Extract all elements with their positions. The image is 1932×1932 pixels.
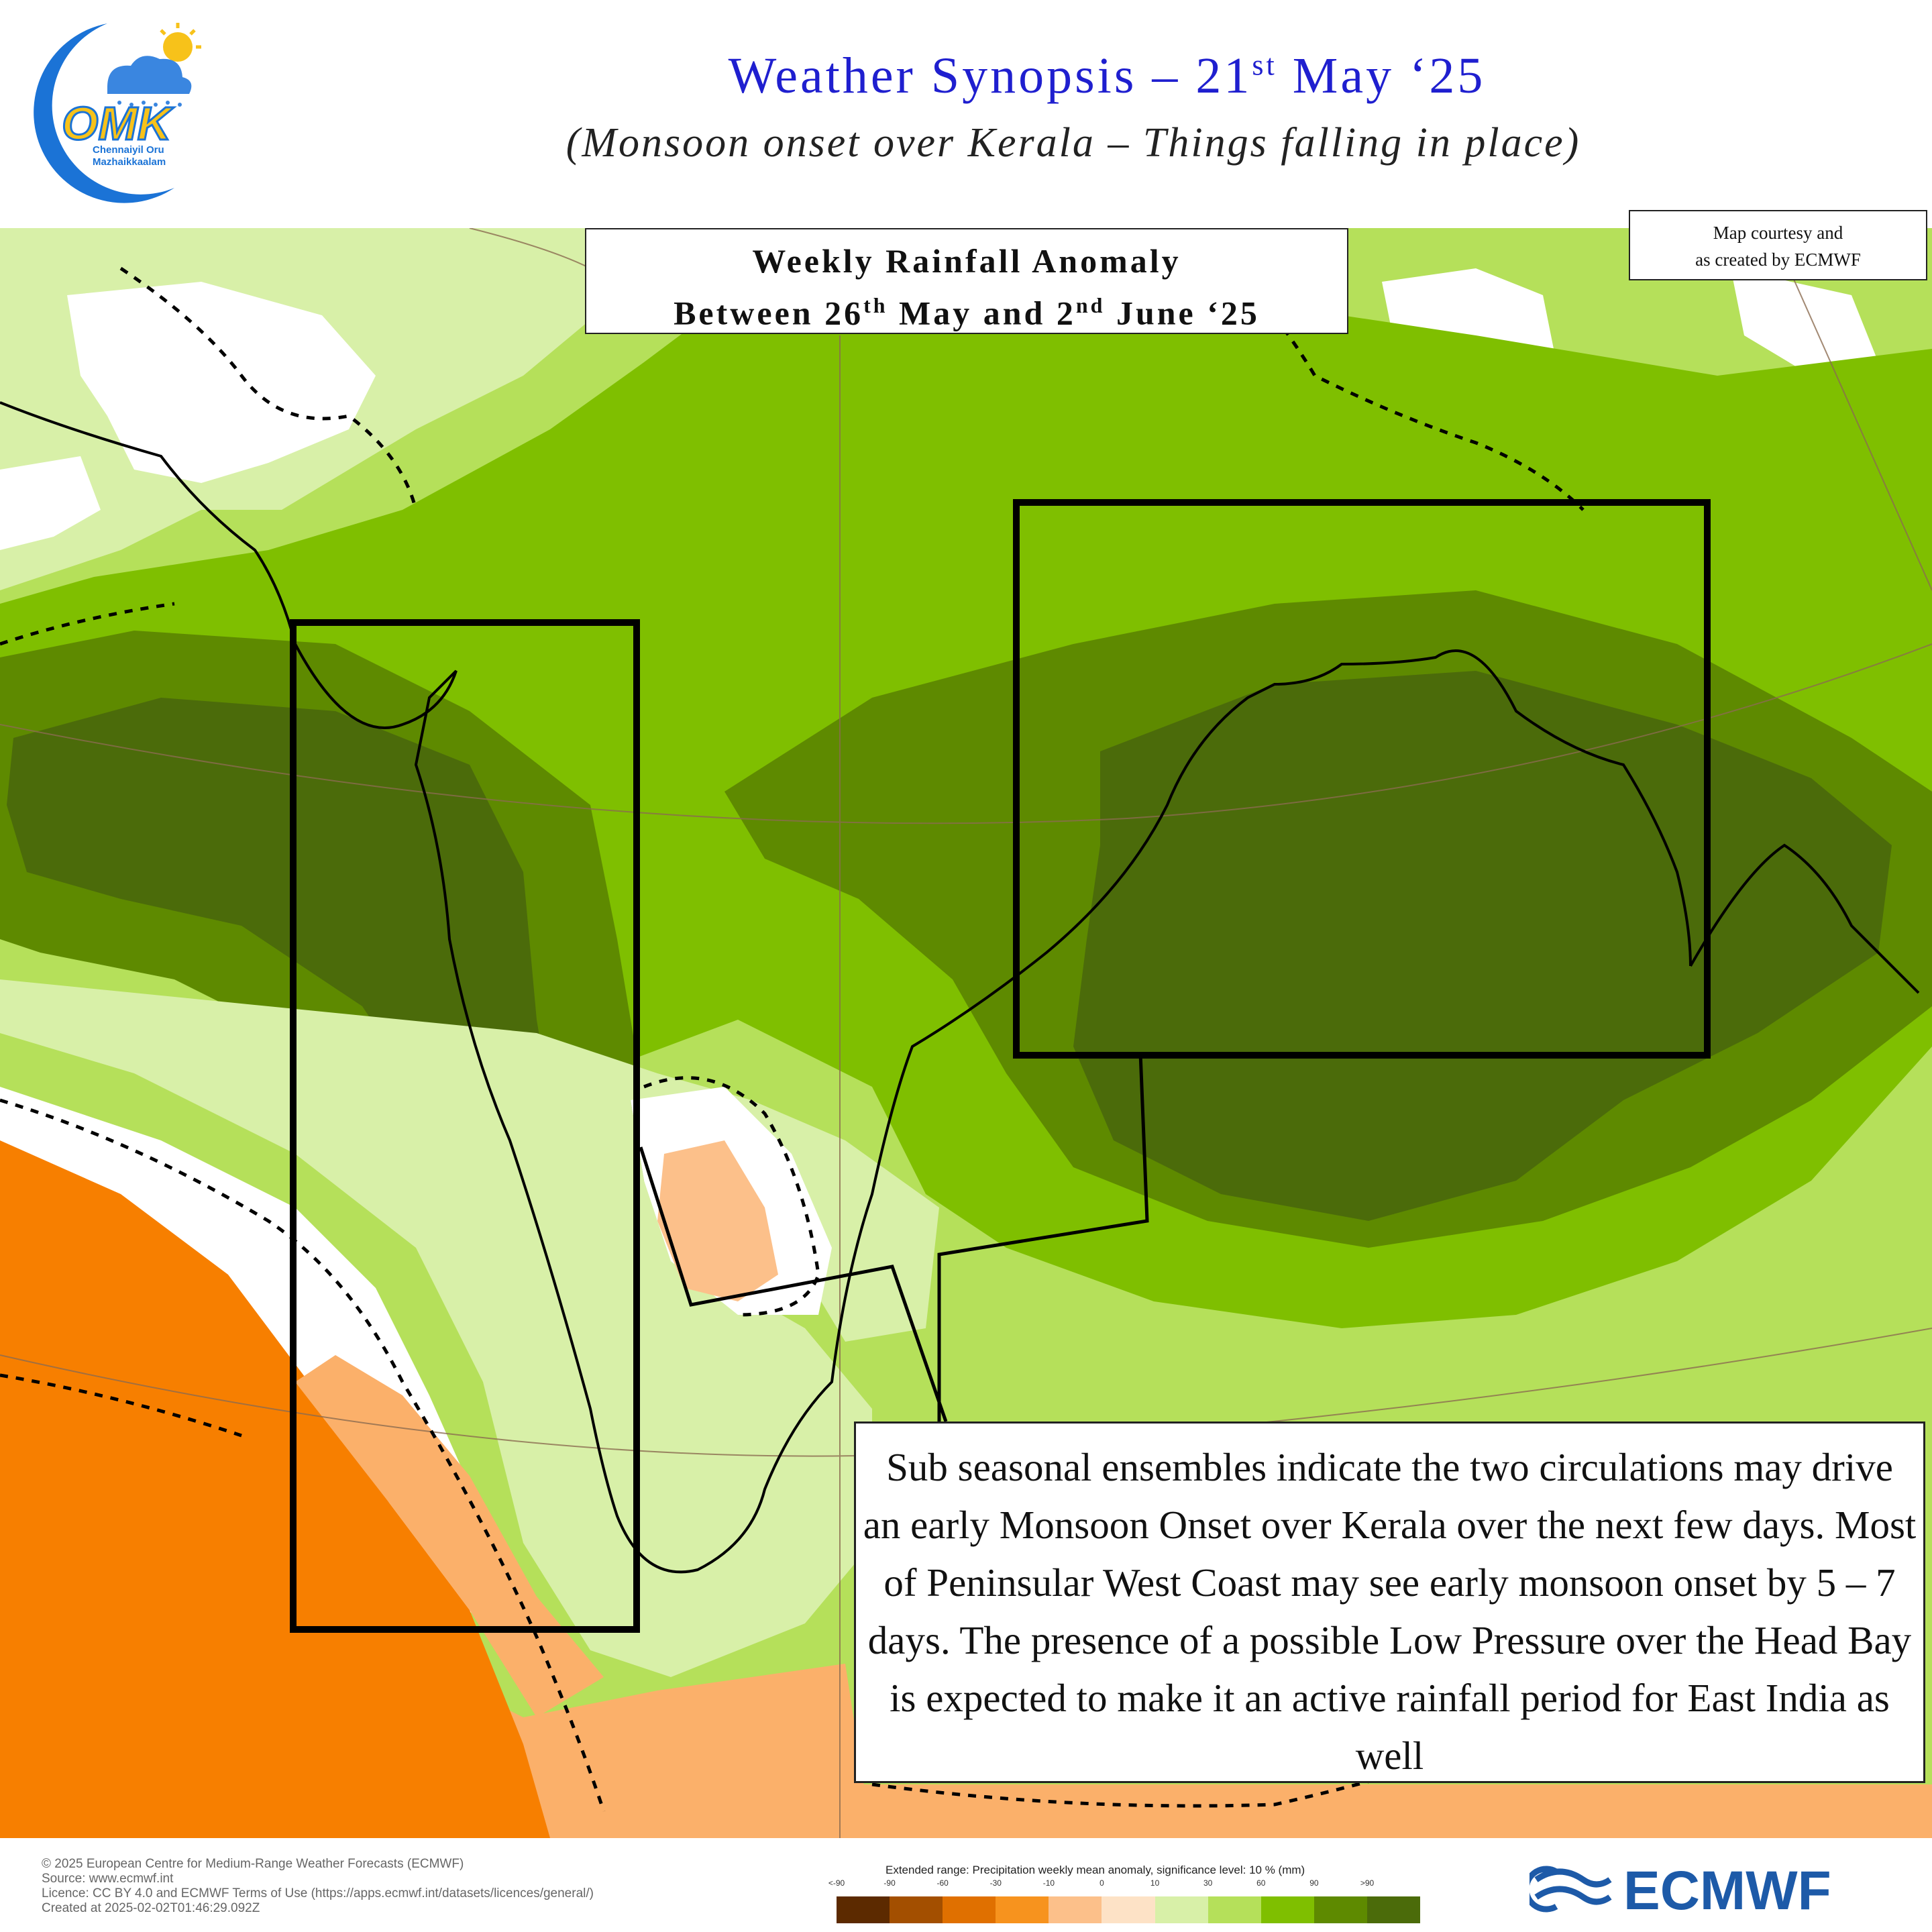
legend-color-swatch bbox=[996, 1896, 1049, 1923]
legend-tick-label: >90 bbox=[1360, 1878, 1375, 1888]
svg-text:Mazhaikkaalam: Mazhaikkaalam bbox=[93, 156, 166, 168]
legend-title: Extended range: Precipitation weekly mea… bbox=[885, 1864, 1305, 1876]
legend-color-swatch bbox=[1049, 1896, 1102, 1923]
anomaly-orange-southwest bbox=[0, 1140, 550, 1838]
cloud-icon bbox=[107, 56, 192, 94]
footer-credits: © 2025 European Centre for Medium-Range … bbox=[42, 1857, 594, 1915]
legend-ticks: <-90 -90 -60 -30 -10 0 10 30 60 90 >90 bbox=[828, 1878, 1429, 1892]
svg-text:OMK: OMK bbox=[62, 97, 174, 150]
legend-color-swatch bbox=[1260, 1896, 1314, 1923]
legend-color-swatch bbox=[1366, 1896, 1421, 1923]
legend-color-swatch bbox=[1313, 1896, 1367, 1923]
sun-icon bbox=[163, 32, 193, 62]
anomaly-peach-island bbox=[657, 1140, 778, 1301]
ecmwf-logo: ECMWF bbox=[1529, 1860, 1831, 1919]
page-title: Weather Synopsis – 21st May ‘25 bbox=[728, 48, 1486, 104]
omk-logo: OMK Chennaiyil Oru Mazhaikkaalam bbox=[34, 23, 201, 203]
legend-color-swatch bbox=[1102, 1896, 1155, 1923]
legend-tick-label: <-90 bbox=[828, 1878, 845, 1888]
footer: © 2025 European Centre for Medium-Range … bbox=[0, 1838, 1932, 1932]
legend-tick-label: 30 bbox=[1203, 1878, 1213, 1888]
anomaly-map-title: Weekly Rainfall Anomaly Between 26th May… bbox=[585, 228, 1348, 334]
anomaly-white-north bbox=[67, 282, 376, 483]
legend-color-swatch bbox=[890, 1896, 943, 1923]
legend-tick-label: -90 bbox=[883, 1878, 896, 1888]
bay-of-bengal-highlight-box bbox=[1013, 499, 1711, 1059]
page-subtitle: (Monsoon onset over Kerala – Things fall… bbox=[566, 120, 1581, 166]
legend-tick-label: 60 bbox=[1256, 1878, 1266, 1888]
legend-tick-label: -10 bbox=[1042, 1878, 1055, 1888]
ecmwf-wave-icon bbox=[1529, 1866, 1612, 1913]
legend-color-swatch bbox=[1155, 1896, 1208, 1923]
coastlines bbox=[0, 401, 1920, 1574]
legend-color-swatch bbox=[943, 1896, 996, 1923]
svg-text:Chennaiyil Oru: Chennaiyil Oru bbox=[93, 144, 164, 156]
anomaly-pale-green-south bbox=[0, 979, 939, 1677]
svg-text:ECMWF: ECMWF bbox=[1623, 1860, 1831, 1919]
callout-pointer bbox=[639, 1053, 1149, 1422]
legend-tick-label: 0 bbox=[1099, 1878, 1104, 1888]
legend-tick-label: -60 bbox=[936, 1878, 949, 1888]
kerala-west-coast-highlight-box bbox=[290, 619, 640, 1633]
map-credit: Map courtesy and as created by ECMWF bbox=[1629, 210, 1927, 280]
legend-color-swatch bbox=[837, 1896, 890, 1923]
legend-tick-label: -30 bbox=[989, 1878, 1002, 1888]
anomaly-dark-green-core-bay bbox=[1073, 671, 1892, 1221]
legend-color-swatch bbox=[1208, 1896, 1261, 1923]
forecast-callout: Sub seasonal ensembles indicate the two … bbox=[854, 1421, 1925, 1783]
legend-tick-label: 90 bbox=[1309, 1878, 1319, 1888]
legend-color-bar bbox=[837, 1896, 1421, 1923]
legend-tick-label: 10 bbox=[1150, 1878, 1160, 1888]
header: OMK Chennaiyil Oru Mazhaikkaalam Weather… bbox=[0, 0, 1932, 228]
